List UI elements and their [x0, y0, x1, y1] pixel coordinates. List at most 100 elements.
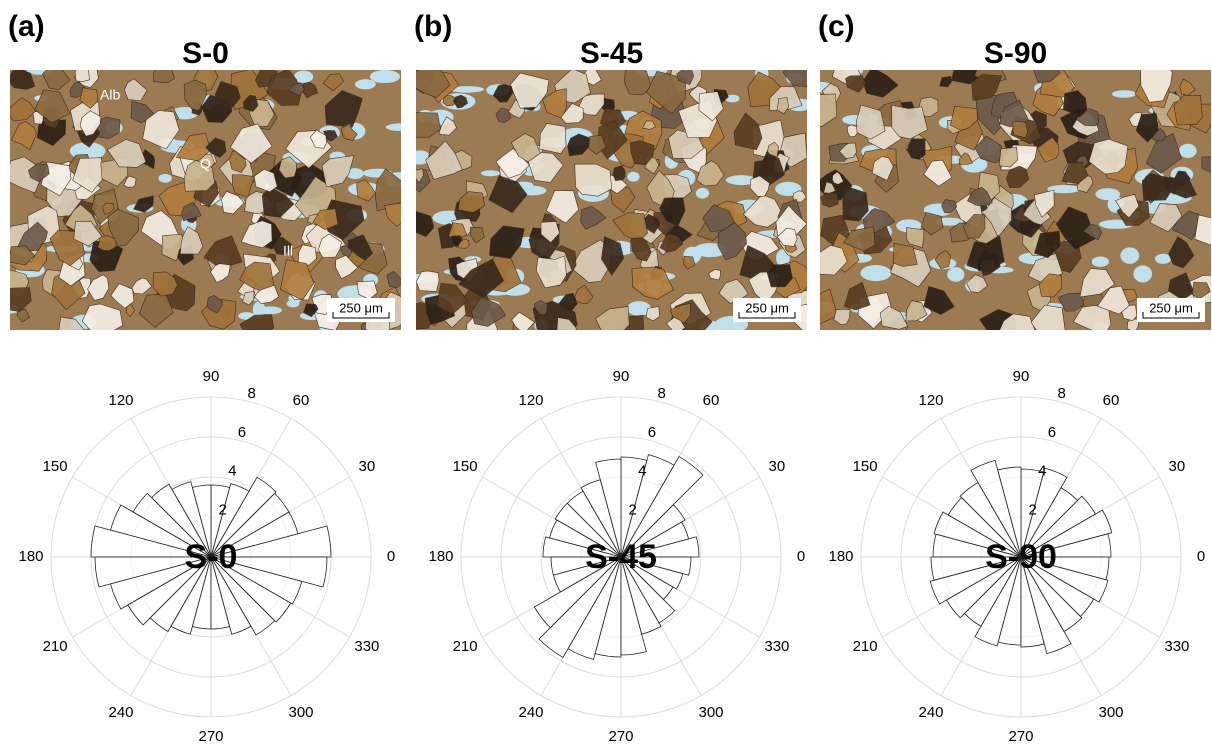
grain [470, 226, 485, 244]
grain [580, 205, 607, 230]
grain [696, 160, 725, 187]
grain [451, 235, 462, 248]
grain [838, 142, 857, 159]
grain [682, 255, 696, 270]
scale-bar-label: 250 μm [1149, 300, 1193, 315]
grain [820, 288, 839, 325]
grain [845, 75, 867, 93]
grain [243, 94, 259, 112]
theta-tick-label: 180 [18, 548, 43, 565]
rose-bar [620, 556, 692, 576]
grain [452, 94, 468, 109]
grain [102, 202, 115, 215]
rose-bar [149, 556, 212, 633]
grain [999, 313, 1036, 330]
pore [776, 249, 790, 267]
grain [89, 240, 124, 273]
grain [776, 227, 798, 247]
theta-tick-label: 180 [428, 548, 453, 565]
grain [1034, 189, 1055, 218]
grain [998, 146, 1018, 168]
grain [958, 152, 974, 165]
grain [323, 130, 338, 142]
grain [347, 234, 373, 261]
grain [17, 221, 48, 252]
pore [1047, 184, 1081, 194]
grain [322, 73, 344, 92]
rose-bar [620, 556, 676, 624]
rose-bar [1020, 509, 1113, 558]
grain [436, 282, 469, 315]
grain [10, 245, 36, 266]
theta-tick-label: 240 [108, 704, 133, 721]
pore [627, 171, 640, 182]
grain [749, 175, 770, 197]
grain [831, 171, 844, 185]
grain [74, 70, 90, 83]
grain [1005, 165, 1030, 188]
theta-tick-label: 30 [769, 458, 786, 475]
grain [106, 139, 147, 168]
rose-bar [620, 454, 675, 558]
r-tick-label: 4 [638, 463, 646, 480]
rose-bar [1020, 556, 1072, 655]
rose-bar [538, 556, 622, 659]
grain [278, 156, 297, 179]
grain [107, 208, 140, 247]
chart-title: S-0 [182, 37, 229, 70]
grain [782, 70, 807, 88]
grain [317, 233, 342, 259]
grain [214, 80, 241, 111]
grain [309, 129, 327, 149]
grain [489, 225, 525, 259]
pore [480, 170, 501, 177]
chart-title: S-90 [984, 37, 1047, 70]
grain [266, 70, 302, 106]
micrograph [416, 70, 807, 330]
grain [1191, 281, 1211, 300]
rose-bar [929, 556, 1022, 605]
grain [81, 303, 124, 330]
pore [1179, 143, 1197, 158]
grain [458, 258, 505, 298]
r-tick-label: 6 [238, 424, 246, 441]
theta-tick-label: 60 [703, 392, 720, 409]
grain [950, 105, 978, 131]
grain [10, 121, 37, 151]
grain [335, 254, 359, 280]
panel-label: (a) [8, 10, 45, 43]
grain [733, 112, 763, 151]
grain [871, 155, 894, 181]
theta-tick-label: 210 [43, 638, 68, 655]
grain [974, 135, 1004, 164]
theta-tick-label: 300 [1098, 704, 1123, 721]
grain [1076, 107, 1099, 127]
grain [356, 178, 376, 202]
theta-tick-label: 90 [1013, 368, 1030, 385]
mineral-label: Q [200, 156, 211, 172]
grain [125, 303, 135, 318]
grain [34, 89, 71, 124]
grain [642, 120, 657, 130]
r-tick-label: 8 [1057, 385, 1065, 402]
scale-bar-label: 250 μm [339, 300, 383, 315]
micrograph [10, 70, 401, 330]
grain [892, 242, 918, 267]
grain [665, 317, 686, 330]
grain [205, 137, 227, 158]
grain [1079, 268, 1116, 298]
grain [820, 192, 839, 208]
grain [891, 104, 928, 140]
pore [252, 301, 266, 319]
pore [775, 181, 802, 196]
grain [630, 237, 652, 262]
grain [183, 159, 215, 192]
grain [123, 175, 137, 188]
pore [1154, 253, 1172, 264]
theta-tick-label: 180 [828, 548, 853, 565]
grain [962, 214, 986, 239]
grain [10, 156, 40, 194]
theta-tick-label: 270 [608, 728, 633, 745]
chart-title: S-45 [580, 37, 643, 70]
